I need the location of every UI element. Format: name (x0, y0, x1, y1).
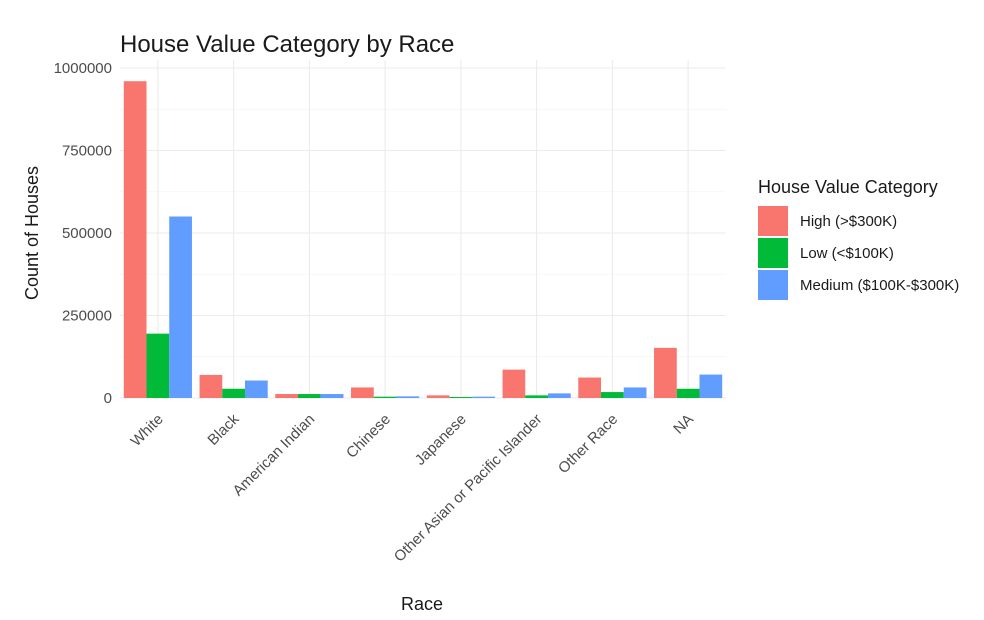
bar (601, 392, 624, 398)
y-axis-title: Count of Houses (22, 166, 42, 300)
bar (426, 395, 450, 398)
bar (676, 388, 700, 398)
bar (502, 369, 526, 398)
bar (654, 347, 677, 398)
bar (351, 387, 374, 398)
bar (222, 388, 245, 398)
legend-label: High (>$300K) (800, 213, 897, 230)
bar (699, 374, 723, 398)
legend-label: Medium ($100K-$300K) (800, 277, 959, 294)
bar (449, 397, 473, 398)
legend: House Value Category High (>$300K) Low (<… (758, 177, 959, 300)
bar (373, 396, 397, 398)
y-tick-label: 1000000 (54, 60, 112, 77)
x-tick-label: Other Asian or Pacific Islander (391, 411, 546, 566)
y-tick-label: 500000 (62, 225, 112, 242)
legend-swatch (758, 238, 788, 268)
legend-title: House Value Category (758, 177, 938, 197)
bar (146, 333, 170, 398)
bar (472, 396, 495, 398)
x-tick-label: Other Race (555, 411, 621, 477)
bar (169, 216, 192, 398)
x-axis-title: Race (401, 594, 443, 614)
bar (123, 81, 147, 398)
bar (623, 387, 647, 398)
x-tick-label: White (128, 411, 167, 450)
bar (275, 394, 299, 398)
x-tick-label: Chinese (343, 411, 394, 462)
bar (547, 393, 571, 398)
y-tick-label: 0 (104, 390, 112, 407)
grid (120, 60, 726, 399)
x-tick-label: Japanese (412, 411, 470, 469)
bar (396, 396, 420, 398)
x-tick-label: American Indian (230, 411, 319, 500)
bar (578, 377, 602, 398)
bar (298, 394, 321, 398)
bar (244, 380, 268, 398)
bar (320, 394, 344, 398)
legend-swatch (758, 270, 788, 300)
bars (123, 81, 723, 398)
y-tick-label: 750000 (62, 143, 112, 160)
legend-swatch (758, 206, 788, 236)
y-axis-ticks: 0 250000 500000 750000 1000000 (54, 60, 112, 407)
x-tick-label: NA (670, 411, 697, 438)
y-tick-label: 250000 (62, 308, 112, 325)
bar (199, 374, 223, 398)
chart-title: House Value Category by Race (120, 31, 454, 58)
legend-label: Low (<$100K) (800, 245, 894, 262)
bar (525, 395, 548, 398)
x-tick-label: Black (204, 410, 242, 448)
